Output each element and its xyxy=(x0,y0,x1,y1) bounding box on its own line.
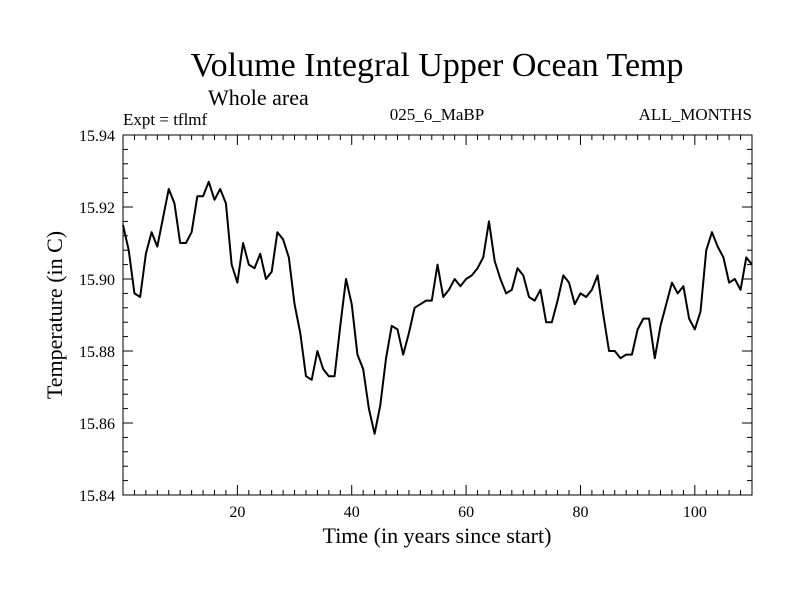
x-tick-label: 80 xyxy=(572,504,588,521)
chart-subtitle: Whole area xyxy=(208,85,309,110)
run-id-label: 025_6_MaBP xyxy=(390,105,484,124)
y-axis-label: Temperature (in C) xyxy=(42,231,67,399)
x-tick-label: 20 xyxy=(229,504,245,521)
y-tick-label: 15.90 xyxy=(79,272,115,289)
y-tick-label: 15.86 xyxy=(79,416,115,433)
x-tick-label: 40 xyxy=(344,504,360,521)
x-tick-label: 60 xyxy=(458,504,474,521)
y-tick-label: 15.88 xyxy=(79,344,115,361)
chart-title: Volume Integral Upper Ocean Temp xyxy=(191,47,684,84)
y-axis-ticks: 15.84 15.86 15.88 15.90 15.92 15.94 xyxy=(79,128,752,505)
x-tick-label: 100 xyxy=(683,504,707,521)
x-axis-label: Time (in years since start) xyxy=(323,523,552,548)
plot-frame xyxy=(122,134,753,496)
x-axis-ticks: 20 40 60 80 100 xyxy=(133,135,742,521)
y-tick-label: 15.92 xyxy=(79,200,115,217)
experiment-label: Expt = tflmf xyxy=(123,110,208,129)
y-tick-label: 15.94 xyxy=(79,128,115,145)
months-label: ALL_MONTHS xyxy=(639,105,752,124)
temperature-series-line xyxy=(122,180,753,435)
y-tick-label: 15.84 xyxy=(79,488,115,505)
